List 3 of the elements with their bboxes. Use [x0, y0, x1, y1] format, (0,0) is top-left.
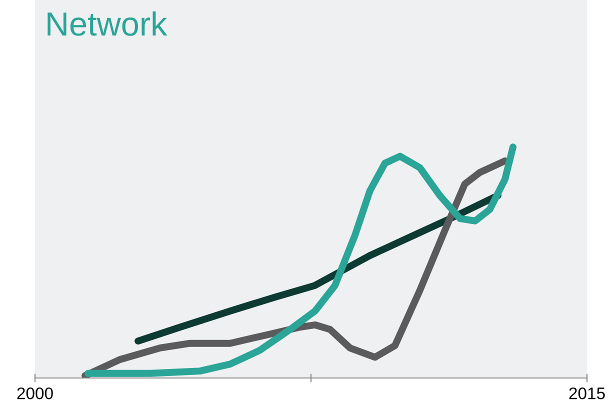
x-tick-label: 2015: [569, 387, 605, 400]
chart-title: Network: [48, 11, 168, 36]
x-tick-label: 2000: [17, 387, 53, 400]
